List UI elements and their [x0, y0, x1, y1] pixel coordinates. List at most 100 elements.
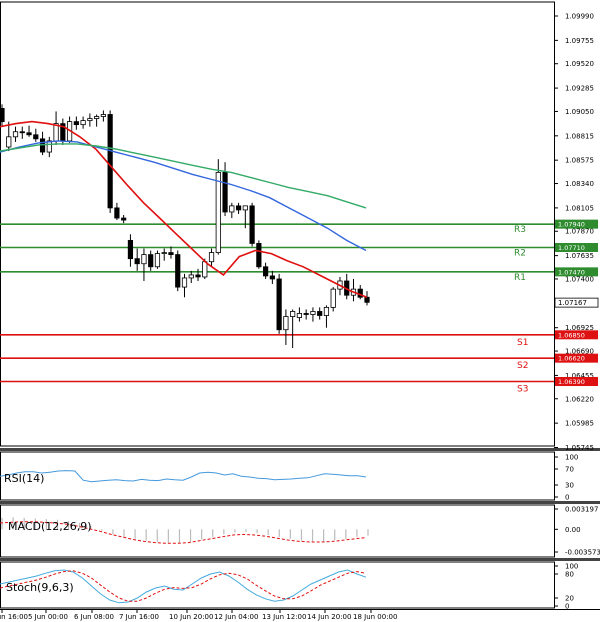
x-tick-label: 6 Jun 08:00 [74, 613, 114, 621]
level-price-tag-label: 1.06620 [558, 355, 585, 363]
y-tick-label: 1.05745 [565, 444, 594, 452]
candle [323, 306, 330, 316]
candle [161, 252, 167, 254]
y-tick-label: 1.08575 [565, 157, 594, 165]
candle [154, 253, 161, 268]
x-tick-label: 10 Jun 20:00 [169, 613, 213, 621]
macd-tick-label: 0.003197 [565, 506, 598, 514]
candle [168, 252, 174, 255]
stoch-tick-label: 0 [565, 603, 569, 611]
level-name-s1: S1 [517, 338, 528, 348]
x-tick-label: 4 Jun 16:00 [0, 613, 28, 621]
candle [94, 116, 100, 119]
candle [141, 254, 147, 265]
rsi-line [0, 470, 367, 483]
macd-tick-label: 0.00 [565, 526, 581, 534]
candle [229, 205, 235, 213]
level-price-tag [555, 330, 598, 340]
candle [26, 132, 32, 136]
macd-signal-line [0, 521, 367, 544]
time-axis-line [0, 609, 600, 610]
candle [73, 121, 79, 126]
candle [202, 261, 208, 278]
level-price-tag [555, 242, 598, 252]
stoch-panel-name: Stoch(9,6,3) [6, 581, 74, 594]
panel-separator [0, 501, 600, 504]
panel-frame [0, 561, 555, 609]
y-tick-label: 1.05985 [565, 420, 594, 428]
candle [114, 207, 120, 219]
y-tick-label: 1.06690 [565, 348, 594, 356]
candle [222, 171, 228, 213]
y-tick-label: 1.08340 [565, 180, 594, 188]
candle [148, 254, 154, 268]
y-tick-label: 1.08105 [565, 204, 594, 212]
candle [296, 313, 303, 318]
x-tick-label: 12 Jun 04:00 [214, 613, 258, 621]
level-name-s2: S2 [517, 361, 528, 371]
macd-tick-label: -0.003573 [565, 549, 600, 557]
level-price-tag-label: 1.07940 [558, 221, 585, 229]
y-tick-label: 1.09050 [565, 108, 594, 116]
candle [303, 313, 309, 315]
panel-separator [0, 448, 600, 451]
candle [249, 205, 255, 244]
y-tick-label: 1.07870 [565, 228, 594, 236]
candle [12, 131, 19, 138]
level-price-tag-label: 1.06390 [558, 378, 585, 386]
ma-blue-line [0, 140, 367, 252]
candle [269, 275, 275, 280]
x-tick-label: 14 Jun 20:00 [307, 613, 351, 621]
candle [364, 296, 370, 303]
level-price-tag [555, 267, 598, 277]
candle [134, 258, 140, 265]
x-tick-label: 7 Jun 16:00 [119, 613, 159, 621]
candle [235, 205, 242, 211]
level-name-r1: R1 [514, 273, 526, 283]
level-price-tag [555, 377, 598, 387]
rsi-tick-label: 100 [565, 454, 578, 462]
candle [87, 118, 93, 121]
level-price-tag [555, 353, 598, 363]
level-name-s3: S3 [517, 385, 528, 395]
panel-frame [0, 504, 555, 558]
candle [19, 131, 25, 134]
level-price-tag-label: 1.07470 [558, 268, 585, 276]
candle [256, 243, 262, 268]
rsi-tick-label: 70 [565, 466, 574, 474]
candle [263, 266, 269, 277]
candle [46, 140, 52, 153]
y-tick-label: 1.09755 [565, 37, 594, 45]
y-tick-label: 1.09285 [565, 85, 594, 93]
rsi-tick-label: 30 [565, 482, 574, 490]
panel-separator [0, 558, 600, 561]
y-tick-label: 1.09990 [565, 13, 594, 21]
candle [290, 311, 296, 317]
ma-red-line [0, 120, 368, 298]
x-tick-label: 18 Jun 00:00 [353, 613, 397, 621]
candle [0, 107, 5, 122]
level-price-tag-label: 1.06850 [558, 331, 585, 339]
candle [215, 171, 221, 253]
y-tick-label: 1.06455 [565, 372, 594, 380]
candle [330, 288, 336, 308]
candle [242, 205, 248, 211]
candle [107, 114, 113, 209]
ma-green-line [0, 143, 367, 209]
stoch-tick-label: 20 [565, 595, 574, 603]
candle [181, 277, 188, 288]
stoch-d-line [0, 570, 367, 602]
level-price-tag [555, 219, 598, 229]
rsi-tick-label: 0 [565, 494, 569, 502]
candle [195, 274, 201, 278]
candle [175, 254, 181, 288]
x-tick-label: 13 Jun 12:00 [262, 613, 306, 621]
candle [283, 316, 289, 331]
y-tick-label: 1.06925 [565, 324, 594, 332]
current-price-label: 1.07167 [558, 299, 587, 307]
y-tick-label: 1.07635 [565, 252, 594, 260]
rsi-panel-name: RSI(14) [4, 472, 44, 485]
level-name-r3: R3 [514, 225, 526, 235]
y-tick-label: 1.06220 [565, 395, 594, 403]
